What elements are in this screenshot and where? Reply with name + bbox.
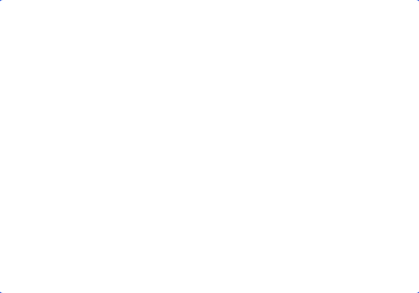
Polygon shape — [101, 79, 321, 229]
Text: ©math-only-math.com: ©math-only-math.com — [138, 169, 281, 182]
Text: 4 cm: 4 cm — [65, 140, 113, 159]
Text: Q: Q — [75, 219, 92, 239]
Text: P: P — [155, 50, 170, 70]
Text: 8 cm: 8 cm — [185, 258, 234, 276]
Text: ©math-only-math.com: ©math-only-math.com — [214, 269, 358, 282]
Text: 6 cm: 6 cm — [258, 129, 306, 147]
Text: ©math-only-math.com: ©math-only-math.com — [204, 89, 332, 99]
Text: R: R — [330, 219, 346, 239]
Text: Perimeter of a Triangle: Perimeter of a Triangle — [29, 9, 390, 38]
